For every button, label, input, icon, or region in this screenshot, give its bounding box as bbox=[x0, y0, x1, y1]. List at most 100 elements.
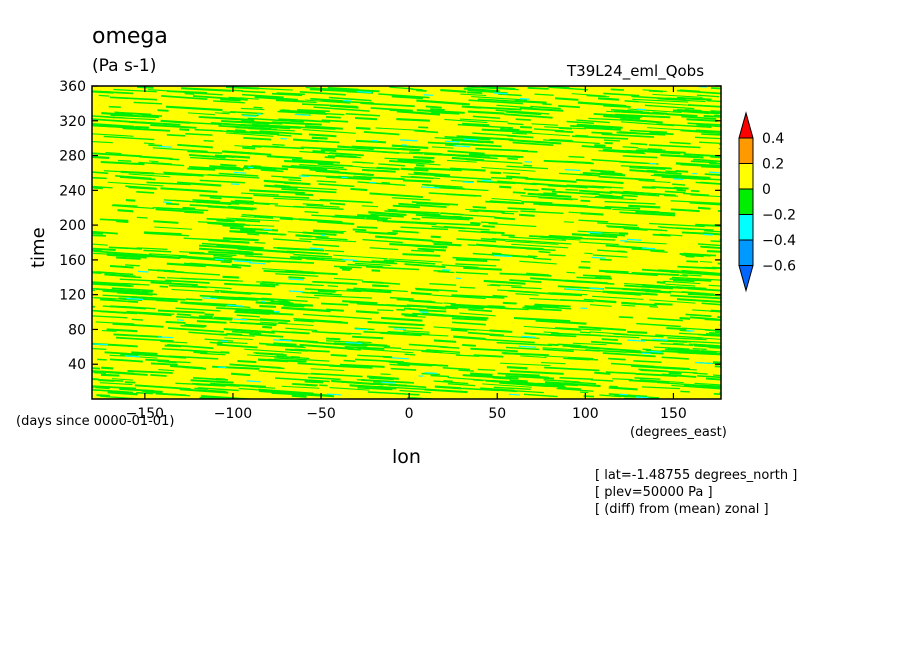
negative-streak bbox=[683, 192, 710, 196]
negative-streak bbox=[414, 287, 458, 293]
negative-streak bbox=[657, 381, 708, 387]
negative-streak bbox=[437, 270, 455, 274]
negative-streak bbox=[571, 93, 607, 97]
negative-streak bbox=[148, 89, 194, 94]
negative-streak bbox=[445, 305, 484, 310]
negative-streak bbox=[210, 122, 265, 128]
strong-negative-streak bbox=[343, 99, 352, 102]
negative-streak bbox=[604, 205, 641, 210]
colorbar-label: 0.2 bbox=[762, 157, 784, 173]
negative-streak bbox=[296, 296, 320, 299]
negative-streak bbox=[489, 329, 513, 333]
negative-streak bbox=[685, 255, 695, 258]
negative-streak bbox=[328, 96, 372, 102]
negative-streak bbox=[383, 346, 402, 349]
negative-streak bbox=[188, 112, 215, 116]
negative-streak bbox=[648, 89, 663, 93]
negative-streak bbox=[238, 253, 254, 256]
negative-streak bbox=[92, 140, 113, 144]
negative-streak bbox=[230, 372, 251, 377]
negative-streak bbox=[166, 133, 186, 137]
negative-streak bbox=[148, 144, 163, 147]
negative-streak bbox=[143, 142, 155, 145]
negative-streak bbox=[418, 309, 447, 313]
negative-streak bbox=[534, 93, 554, 96]
negative-streak bbox=[291, 158, 341, 164]
negative-streak bbox=[396, 110, 441, 116]
negative-streak bbox=[490, 284, 522, 287]
negative-streak bbox=[566, 120, 594, 124]
negative-streak bbox=[695, 223, 721, 228]
negative-streak bbox=[157, 109, 169, 112]
negative-streak bbox=[92, 281, 128, 286]
negative-streak bbox=[133, 101, 163, 105]
negative-streak bbox=[710, 87, 721, 90]
negative-streak bbox=[670, 200, 721, 204]
negative-streak bbox=[401, 148, 420, 152]
negative-streak bbox=[426, 349, 460, 354]
negative-streak bbox=[92, 152, 143, 158]
negative-streak bbox=[103, 135, 155, 141]
negative-streak bbox=[501, 212, 515, 215]
negative-streak bbox=[703, 114, 721, 118]
negative-streak bbox=[237, 360, 257, 364]
negative-streak bbox=[92, 133, 134, 137]
negative-streak bbox=[92, 389, 123, 393]
negative-streak bbox=[391, 144, 429, 149]
negative-streak bbox=[602, 290, 650, 295]
negative-streak bbox=[106, 254, 147, 259]
negative-streak bbox=[333, 277, 363, 281]
negative-streak bbox=[523, 325, 581, 331]
negative-streak bbox=[262, 268, 303, 272]
negative-streak bbox=[527, 192, 572, 198]
negative-streak bbox=[294, 319, 315, 323]
negative-streak bbox=[263, 145, 279, 148]
negative-streak bbox=[513, 317, 571, 323]
strong-negative-streak bbox=[158, 336, 174, 339]
negative-streak bbox=[317, 289, 336, 293]
negative-streak bbox=[334, 214, 392, 219]
negative-streak bbox=[603, 139, 620, 142]
negative-streak bbox=[550, 332, 602, 337]
negative-streak bbox=[567, 357, 599, 361]
negative-streak bbox=[621, 194, 638, 198]
negative-streak bbox=[144, 352, 158, 355]
negative-streak bbox=[523, 393, 558, 398]
strong-negative-streak bbox=[481, 179, 493, 182]
negative-streak bbox=[92, 252, 108, 255]
negative-streak bbox=[329, 202, 346, 206]
negative-streak bbox=[518, 213, 535, 217]
negative-streak bbox=[414, 166, 462, 172]
negative-streak bbox=[111, 287, 154, 292]
negative-streak bbox=[523, 240, 572, 245]
negative-streak bbox=[690, 194, 721, 198]
negative-streak bbox=[481, 128, 533, 134]
negative-streak bbox=[548, 343, 559, 346]
negative-streak bbox=[360, 166, 400, 170]
y-tick-label: 280 bbox=[59, 149, 86, 165]
negative-streak bbox=[527, 255, 538, 258]
negative-streak bbox=[635, 149, 686, 154]
negative-streak bbox=[441, 264, 479, 269]
negative-streak bbox=[623, 227, 648, 231]
negative-streak bbox=[521, 200, 553, 204]
negative-streak bbox=[203, 139, 214, 142]
negative-streak bbox=[299, 238, 357, 243]
negative-streak bbox=[531, 123, 559, 126]
negative-streak bbox=[222, 224, 244, 228]
negative-streak bbox=[221, 150, 260, 155]
negative-streak bbox=[106, 253, 150, 258]
negative-streak bbox=[404, 263, 446, 268]
negative-streak bbox=[629, 165, 672, 169]
negative-streak bbox=[259, 312, 294, 316]
negative-streak bbox=[553, 299, 567, 302]
negative-streak bbox=[210, 382, 267, 388]
negative-streak bbox=[701, 165, 721, 169]
negative-streak bbox=[308, 133, 337, 138]
negative-streak bbox=[624, 100, 639, 103]
negative-streak bbox=[625, 350, 664, 355]
negative-streak bbox=[193, 351, 208, 354]
negative-streak bbox=[402, 179, 432, 183]
y-tick-label: 200 bbox=[59, 218, 86, 234]
negative-streak bbox=[414, 245, 445, 249]
